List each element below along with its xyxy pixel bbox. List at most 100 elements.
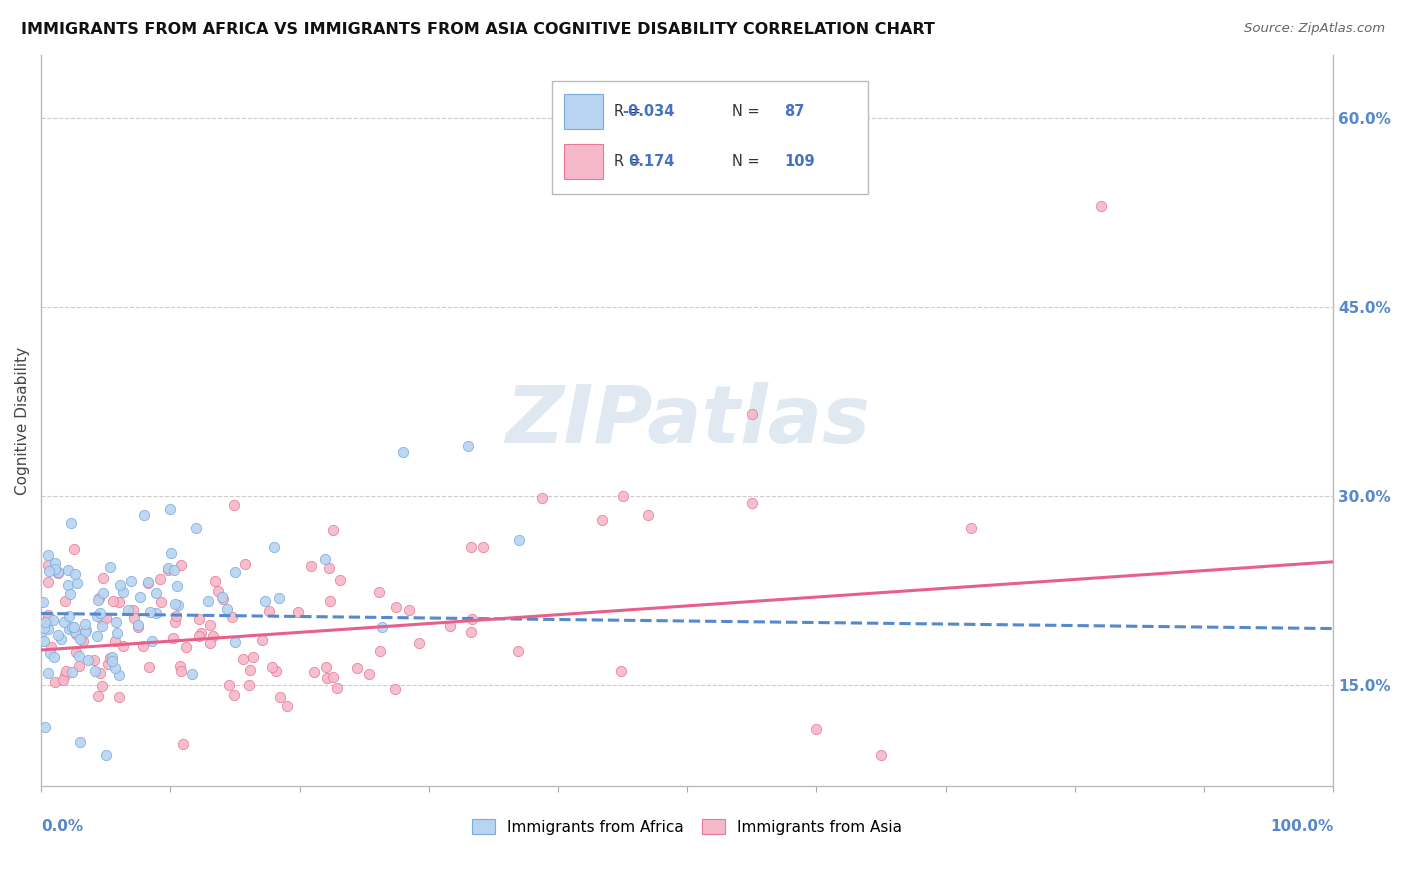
Point (42, 650, 65, 665)
Point (122, 602, 145, 616)
Point (52, 615, 75, 629)
Point (508, 533, 530, 548)
Point (314, 552, 336, 566)
Text: R =: R = (613, 104, 640, 119)
Point (83, 653, 105, 667)
Point (172, 737, 194, 751)
Point (89, 606, 111, 620)
Point (69, 735, 91, 749)
Point (127, 618, 149, 632)
Point (610, 664, 633, 678)
Point (44, 562, 66, 576)
Point (276, 699, 298, 714)
Point (117, 603, 139, 617)
Point (439, 618, 461, 632)
Point (472, 540, 495, 554)
Point (460, 625, 482, 640)
Point (368, 584, 391, 599)
Point (169, 659, 191, 673)
Point (46, 566, 69, 580)
Point (384, 600, 406, 615)
Point (75, 624, 97, 639)
Point (112, 639, 135, 653)
Text: N =: N = (733, 153, 761, 169)
Point (97, 657, 120, 672)
Point (58, 563, 80, 577)
Point (318, 561, 340, 575)
Point (66, 576, 89, 591)
Point (392, 445, 415, 459)
Point (37, 558, 59, 573)
Point (211, 592, 233, 607)
Point (37, 548, 59, 562)
Text: 100.0%: 100.0% (1270, 819, 1333, 834)
Point (1090, 199, 1112, 213)
Point (250, 632, 273, 647)
Point (302, 665, 325, 680)
Point (269, 690, 291, 705)
Point (63, 620, 86, 634)
Point (63, 542, 86, 557)
Point (63, 624, 86, 639)
Point (242, 650, 264, 665)
Point (149, 572, 172, 586)
Text: 109: 109 (785, 153, 814, 169)
Point (37, 608, 59, 623)
Point (42, 613, 65, 627)
Point (59, 587, 82, 601)
Point (127, 620, 149, 634)
Point (398, 603, 420, 617)
Point (357, 666, 380, 681)
Point (87, 591, 110, 605)
Point (408, 636, 430, 650)
Point (326, 681, 349, 695)
Point (329, 574, 352, 588)
Point (65, 566, 87, 581)
Point (266, 664, 288, 678)
Point (34, 720, 56, 734)
Point (224, 565, 246, 579)
Point (38, 564, 60, 578)
Point (44, 557, 66, 571)
Point (316, 671, 339, 685)
Point (460, 540, 482, 554)
Text: R =: R = (613, 153, 640, 169)
Point (94, 747, 117, 762)
Point (960, 521, 983, 535)
Point (170, 558, 193, 572)
Point (86, 629, 108, 643)
Point (457, 439, 479, 453)
Point (163, 598, 186, 612)
Point (58, 622, 80, 636)
Point (530, 491, 553, 505)
Point (94, 611, 117, 625)
Point (180, 667, 202, 681)
Text: IMMIGRANTS FROM AFRICA VS IMMIGRANTS FROM ASIA COGNITIVE DISABILITY CORRELATION : IMMIGRANTS FROM AFRICA VS IMMIGRANTS FRO… (21, 22, 935, 37)
Point (239, 663, 262, 677)
Point (202, 629, 225, 643)
Point (156, 560, 179, 574)
Point (136, 574, 159, 589)
Point (198, 618, 221, 632)
Point (741, 495, 763, 509)
Point (163, 563, 186, 577)
Point (49, 632, 72, 647)
Point (32, 634, 55, 648)
Point (108, 690, 131, 704)
Point (506, 644, 529, 658)
Point (188, 611, 211, 625)
Point (149, 595, 172, 609)
Point (315, 660, 337, 674)
Point (55, 665, 77, 679)
Point (86, 609, 108, 624)
Point (37, 622, 59, 636)
Point (163, 615, 186, 629)
Point (90, 612, 112, 626)
Point (221, 610, 243, 624)
Point (122, 611, 145, 625)
Point (136, 576, 159, 591)
Point (30, 631, 52, 645)
Point (90, 619, 112, 633)
FancyBboxPatch shape (564, 94, 603, 129)
Point (637, 508, 659, 523)
